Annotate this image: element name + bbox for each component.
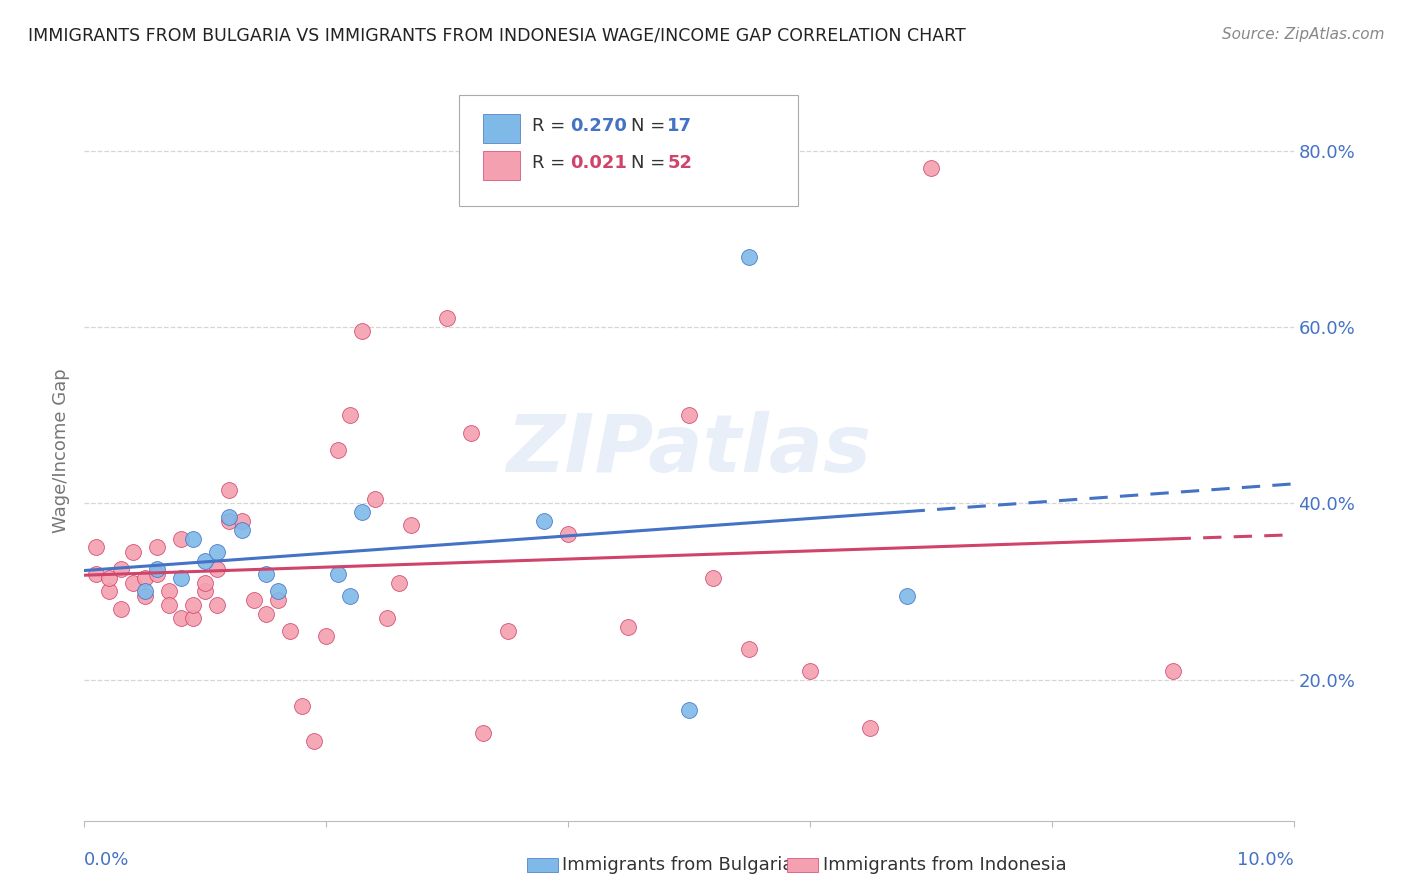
Point xyxy=(218,483,240,497)
Point xyxy=(207,598,229,612)
Point xyxy=(678,703,700,717)
Point xyxy=(472,725,495,739)
Point xyxy=(328,566,350,581)
Point xyxy=(399,518,422,533)
Point xyxy=(799,664,821,678)
Point xyxy=(339,408,361,422)
Point xyxy=(460,425,482,440)
Point xyxy=(146,562,169,576)
Text: 52: 52 xyxy=(668,154,692,172)
Point xyxy=(86,566,108,581)
Point xyxy=(207,562,229,576)
Point xyxy=(218,514,240,528)
Text: 0.270: 0.270 xyxy=(571,117,627,136)
Point xyxy=(363,491,385,506)
Point xyxy=(97,571,120,585)
Point xyxy=(352,325,374,339)
Point xyxy=(181,598,204,612)
FancyBboxPatch shape xyxy=(484,151,520,180)
Point xyxy=(170,532,193,546)
Point xyxy=(267,593,290,607)
Point xyxy=(859,721,882,735)
Point xyxy=(242,593,264,607)
Point xyxy=(702,571,724,585)
Point xyxy=(254,566,277,581)
Text: 10.0%: 10.0% xyxy=(1237,851,1294,869)
Point xyxy=(231,523,253,537)
Point xyxy=(678,408,700,422)
Point xyxy=(302,734,325,748)
Text: 0.0%: 0.0% xyxy=(84,851,129,869)
Point xyxy=(352,505,374,519)
Point xyxy=(1161,664,1184,678)
Point xyxy=(146,566,169,581)
Point xyxy=(533,514,555,528)
Point xyxy=(86,541,108,555)
Point xyxy=(278,624,301,639)
FancyBboxPatch shape xyxy=(460,95,797,206)
Text: Immigrants from Bulgaria: Immigrants from Bulgaria xyxy=(562,856,794,874)
Point xyxy=(194,584,217,599)
Point xyxy=(291,699,314,714)
Point xyxy=(181,611,204,625)
Text: IMMIGRANTS FROM BULGARIA VS IMMIGRANTS FROM INDONESIA WAGE/INCOME GAP CORRELATIO: IMMIGRANTS FROM BULGARIA VS IMMIGRANTS F… xyxy=(28,27,966,45)
Point xyxy=(738,250,761,264)
Point xyxy=(194,554,217,568)
Point xyxy=(436,311,458,326)
Point xyxy=(121,575,143,590)
Point xyxy=(121,545,143,559)
Point xyxy=(218,509,240,524)
Point xyxy=(110,602,132,616)
FancyBboxPatch shape xyxy=(484,113,520,144)
Point xyxy=(339,589,361,603)
Point xyxy=(194,575,217,590)
Point xyxy=(97,584,120,599)
Text: 0.021: 0.021 xyxy=(571,154,627,172)
Point xyxy=(134,571,156,585)
Text: ZIPatlas: ZIPatlas xyxy=(506,411,872,490)
Text: N =: N = xyxy=(631,154,671,172)
Point xyxy=(896,589,918,603)
Point xyxy=(170,571,193,585)
Point xyxy=(375,611,398,625)
Text: 17: 17 xyxy=(668,117,692,136)
Point xyxy=(181,532,204,546)
Point xyxy=(496,624,519,639)
Point xyxy=(170,611,193,625)
Point xyxy=(920,161,942,176)
Point xyxy=(315,628,337,642)
Point xyxy=(146,541,169,555)
Point xyxy=(231,514,253,528)
Text: Immigrants from Indonesia: Immigrants from Indonesia xyxy=(823,856,1066,874)
Point xyxy=(738,641,761,656)
Point xyxy=(254,607,277,621)
Point xyxy=(617,620,640,634)
Text: R =: R = xyxy=(531,154,571,172)
Text: R =: R = xyxy=(531,117,571,136)
Point xyxy=(134,584,156,599)
Point xyxy=(388,575,411,590)
Point xyxy=(110,562,132,576)
Point xyxy=(267,584,290,599)
Point xyxy=(207,545,229,559)
Point xyxy=(557,527,579,541)
Point xyxy=(157,584,180,599)
Text: Source: ZipAtlas.com: Source: ZipAtlas.com xyxy=(1222,27,1385,42)
Point xyxy=(134,589,156,603)
Text: N =: N = xyxy=(631,117,671,136)
Point xyxy=(328,443,350,458)
Point xyxy=(157,598,180,612)
Y-axis label: Wage/Income Gap: Wage/Income Gap xyxy=(52,368,70,533)
